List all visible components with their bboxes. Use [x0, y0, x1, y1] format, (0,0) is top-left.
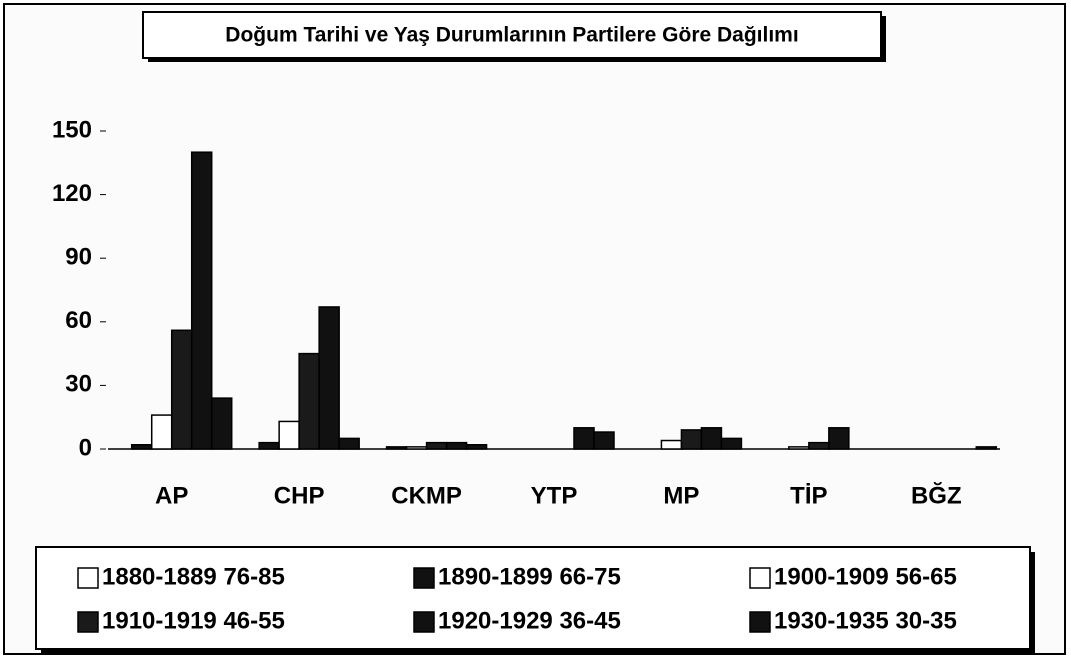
bar: [445, 441, 468, 450]
y-tick-label: 60: [65, 307, 92, 334]
legend-swatch: [413, 611, 435, 633]
bar: [258, 441, 280, 450]
x-tick-label: BĞZ: [911, 481, 962, 509]
bar: [828, 427, 850, 450]
legend-label: 1910-1919 46-55: [102, 607, 285, 634]
x-tick-label: CHP: [274, 482, 325, 509]
bar: [278, 420, 300, 450]
legend-swatch: [77, 611, 99, 633]
title-box: [142, 11, 882, 59]
bar: [385, 446, 408, 450]
bar: [808, 441, 830, 450]
bar: [680, 429, 703, 450]
y-tick-label: 150: [52, 116, 92, 143]
legend-swatch: [749, 611, 771, 633]
bar: [593, 431, 615, 450]
bar: [190, 151, 213, 450]
y-tick-label: 120: [52, 180, 92, 207]
x-tick-label: CKMP: [391, 482, 462, 509]
x-tick-label: YTP: [531, 482, 578, 509]
bar: [318, 306, 340, 450]
legend-label: 1880-1889 76-85: [102, 563, 285, 590]
bar: [130, 444, 153, 450]
bar: [573, 427, 595, 450]
chart-title: Doğum Tarihi ve Yaş Durumlarının Partile…: [225, 24, 798, 47]
y-tick-label: 90: [65, 244, 92, 271]
legend-label: 1920-1929 36-45: [438, 607, 621, 634]
legend-label: 1890-1899 66-75: [438, 563, 621, 590]
bar: [425, 441, 448, 450]
bar: [298, 352, 320, 450]
bar: [720, 437, 743, 450]
x-tick-label: MP: [663, 482, 699, 509]
x-tick-label: TİP: [790, 482, 827, 509]
bar: [210, 397, 233, 450]
chart-border: [3, 3, 1066, 655]
legend-label: 1900-1909 56-65: [774, 563, 957, 590]
bar: [338, 437, 360, 450]
legend-swatch: [413, 567, 435, 589]
legend-box: [35, 546, 1031, 650]
x-tick-label: AP: [155, 482, 188, 509]
bar: [150, 414, 173, 450]
legend-swatch: [77, 567, 99, 589]
bar: [788, 446, 810, 450]
y-tick-label: 30: [65, 371, 92, 398]
bar: [405, 446, 428, 450]
bar: [660, 439, 683, 450]
bar: [975, 446, 998, 450]
bar: [170, 329, 193, 450]
bar: [465, 444, 488, 450]
legend-swatch: [749, 567, 771, 589]
legend-label: 1930-1935 30-35: [774, 607, 957, 634]
bar: [700, 427, 723, 450]
y-tick-label: 0: [79, 434, 92, 461]
